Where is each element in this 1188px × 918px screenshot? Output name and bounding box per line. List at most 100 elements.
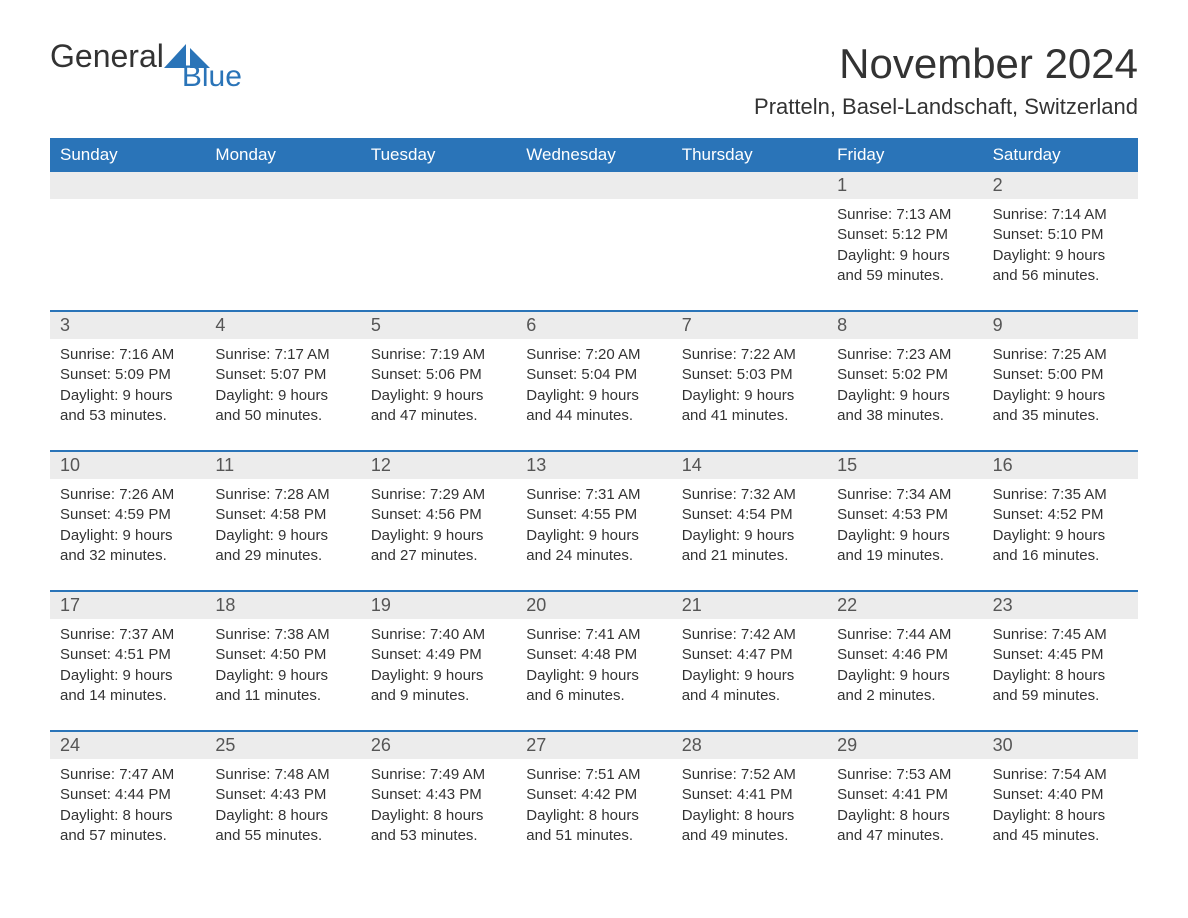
day-line: Sunrise: 7:32 AM xyxy=(682,485,817,505)
day-line: Daylight: 9 hours xyxy=(993,246,1128,266)
day-line: Sunset: 5:10 PM xyxy=(993,225,1128,245)
day-line: and 47 minutes. xyxy=(837,826,972,846)
day-line: Sunset: 4:42 PM xyxy=(526,785,661,805)
day-cell: Sunrise: 7:54 AMSunset: 4:40 PMDaylight:… xyxy=(983,759,1138,852)
day-line: Daylight: 8 hours xyxy=(682,806,817,826)
day-line: Daylight: 9 hours xyxy=(993,526,1128,546)
day-line: Sunrise: 7:48 AM xyxy=(215,765,350,785)
day-number: 2 xyxy=(983,172,1138,199)
day-line: Daylight: 8 hours xyxy=(993,806,1128,826)
logo-general: General xyxy=(50,40,164,72)
day-line: and 16 minutes. xyxy=(993,546,1128,566)
day-line: Sunset: 4:53 PM xyxy=(837,505,972,525)
day-line: and 45 minutes. xyxy=(993,826,1128,846)
day-line: Sunrise: 7:25 AM xyxy=(993,345,1128,365)
day-number: 12 xyxy=(361,452,516,479)
daynum-row: 3456789 xyxy=(50,312,1138,339)
day-line: Sunrise: 7:23 AM xyxy=(837,345,972,365)
day-line: and 59 minutes. xyxy=(993,686,1128,706)
day-number: 29 xyxy=(827,732,982,759)
day-line: and 19 minutes. xyxy=(837,546,972,566)
day-line: and 24 minutes. xyxy=(526,546,661,566)
day-line: Daylight: 9 hours xyxy=(215,386,350,406)
day-cell: Sunrise: 7:26 AMSunset: 4:59 PMDaylight:… xyxy=(50,479,205,572)
day-line: Sunset: 5:12 PM xyxy=(837,225,972,245)
day-number: 9 xyxy=(983,312,1138,339)
day-number: 16 xyxy=(983,452,1138,479)
day-number: 19 xyxy=(361,592,516,619)
day-line: Sunset: 5:00 PM xyxy=(993,365,1128,385)
day-line: Sunset: 4:43 PM xyxy=(371,785,506,805)
day-line: Sunset: 4:46 PM xyxy=(837,645,972,665)
day-line: and 50 minutes. xyxy=(215,406,350,426)
day-line: Sunrise: 7:45 AM xyxy=(993,625,1128,645)
day-cell: Sunrise: 7:49 AMSunset: 4:43 PMDaylight:… xyxy=(361,759,516,852)
day-number: 13 xyxy=(516,452,671,479)
day-line: Daylight: 8 hours xyxy=(60,806,195,826)
weeks-container: 12 Sunrise: 7:13 AMSunset: 5:12 PMDayligh… xyxy=(50,172,1138,852)
weekday-label: Monday xyxy=(205,138,360,172)
day-line: Sunset: 4:49 PM xyxy=(371,645,506,665)
weekday-label: Wednesday xyxy=(516,138,671,172)
day-line: and 51 minutes. xyxy=(526,826,661,846)
day-number: 4 xyxy=(205,312,360,339)
day-number xyxy=(50,172,205,199)
day-line: Daylight: 9 hours xyxy=(526,386,661,406)
day-line: Sunset: 4:45 PM xyxy=(993,645,1128,665)
day-line: Sunrise: 7:28 AM xyxy=(215,485,350,505)
weekday-label: Tuesday xyxy=(361,138,516,172)
day-line: Daylight: 9 hours xyxy=(526,666,661,686)
day-cell: Sunrise: 7:19 AMSunset: 5:06 PMDaylight:… xyxy=(361,339,516,432)
day-number xyxy=(672,172,827,199)
day-line: Daylight: 9 hours xyxy=(526,526,661,546)
day-line: Daylight: 9 hours xyxy=(837,666,972,686)
day-line: Sunset: 4:56 PM xyxy=(371,505,506,525)
day-cell: Sunrise: 7:14 AMSunset: 5:10 PMDaylight:… xyxy=(983,199,1138,292)
day-line: Sunrise: 7:19 AM xyxy=(371,345,506,365)
day-line: Sunset: 5:06 PM xyxy=(371,365,506,385)
day-line: Sunrise: 7:52 AM xyxy=(682,765,817,785)
day-line: Sunrise: 7:38 AM xyxy=(215,625,350,645)
day-number: 20 xyxy=(516,592,671,619)
weekday-label: Sunday xyxy=(50,138,205,172)
day-line: and 4 minutes. xyxy=(682,686,817,706)
day-cell: Sunrise: 7:42 AMSunset: 4:47 PMDaylight:… xyxy=(672,619,827,712)
day-line: Daylight: 8 hours xyxy=(215,806,350,826)
day-number: 10 xyxy=(50,452,205,479)
day-line: Sunset: 4:51 PM xyxy=(60,645,195,665)
daycells-row: Sunrise: 7:26 AMSunset: 4:59 PMDaylight:… xyxy=(50,479,1138,572)
day-line: Sunrise: 7:14 AM xyxy=(993,205,1128,225)
day-cell: Sunrise: 7:51 AMSunset: 4:42 PMDaylight:… xyxy=(516,759,671,852)
day-number: 24 xyxy=(50,732,205,759)
day-line: Daylight: 9 hours xyxy=(60,386,195,406)
day-line: Sunset: 5:07 PM xyxy=(215,365,350,385)
day-line: and 2 minutes. xyxy=(837,686,972,706)
day-line: and 29 minutes. xyxy=(215,546,350,566)
daycells-row: Sunrise: 7:13 AMSunset: 5:12 PMDaylight:… xyxy=(50,199,1138,292)
day-cell: Sunrise: 7:47 AMSunset: 4:44 PMDaylight:… xyxy=(50,759,205,852)
day-line: Sunrise: 7:44 AM xyxy=(837,625,972,645)
day-cell xyxy=(205,199,360,292)
page-subtitle: Pratteln, Basel-Landschaft, Switzerland xyxy=(50,94,1138,120)
day-number: 7 xyxy=(672,312,827,339)
day-line: Sunrise: 7:26 AM xyxy=(60,485,195,505)
day-line: and 55 minutes. xyxy=(215,826,350,846)
day-line: Daylight: 9 hours xyxy=(682,526,817,546)
day-cell: Sunrise: 7:25 AMSunset: 5:00 PMDaylight:… xyxy=(983,339,1138,432)
day-line: Sunset: 4:48 PM xyxy=(526,645,661,665)
day-line: Sunrise: 7:17 AM xyxy=(215,345,350,365)
day-line: and 53 minutes. xyxy=(371,826,506,846)
day-number: 14 xyxy=(672,452,827,479)
day-line: Sunrise: 7:51 AM xyxy=(526,765,661,785)
day-line: Daylight: 8 hours xyxy=(526,806,661,826)
day-cell: Sunrise: 7:41 AMSunset: 4:48 PMDaylight:… xyxy=(516,619,671,712)
day-line: and 21 minutes. xyxy=(682,546,817,566)
day-line: and 38 minutes. xyxy=(837,406,972,426)
day-line: Sunset: 4:41 PM xyxy=(837,785,972,805)
day-line: Daylight: 9 hours xyxy=(837,386,972,406)
calendar: SundayMondayTuesdayWednesdayThursdayFrid… xyxy=(50,138,1138,852)
day-line: Sunrise: 7:37 AM xyxy=(60,625,195,645)
day-line: Sunset: 4:47 PM xyxy=(682,645,817,665)
day-line: Sunrise: 7:47 AM xyxy=(60,765,195,785)
daynum-row: 24252627282930 xyxy=(50,732,1138,759)
